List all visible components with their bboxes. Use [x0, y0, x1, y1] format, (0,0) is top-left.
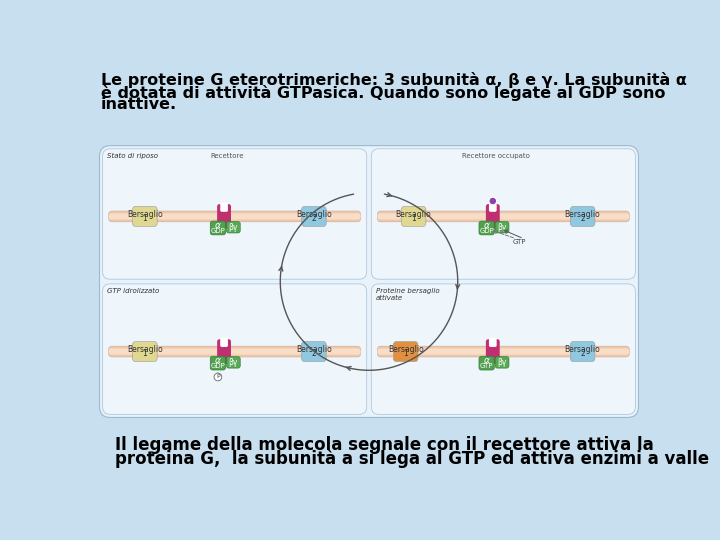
FancyBboxPatch shape — [210, 221, 225, 235]
Text: GTP idrolizzato: GTP idrolizzato — [107, 288, 159, 294]
FancyBboxPatch shape — [132, 342, 157, 362]
FancyBboxPatch shape — [377, 211, 629, 222]
FancyBboxPatch shape — [570, 342, 595, 362]
FancyBboxPatch shape — [302, 206, 326, 226]
Text: GDP: GDP — [210, 228, 225, 234]
FancyBboxPatch shape — [393, 342, 418, 362]
Text: Bersaglio: Bersaglio — [396, 210, 431, 219]
Text: 1: 1 — [143, 214, 147, 223]
Text: α: α — [484, 356, 490, 365]
FancyBboxPatch shape — [377, 213, 629, 219]
Text: 2: 2 — [312, 214, 316, 223]
Text: GTP: GTP — [480, 363, 493, 369]
FancyBboxPatch shape — [495, 356, 509, 368]
FancyBboxPatch shape — [495, 221, 509, 233]
FancyBboxPatch shape — [377, 348, 629, 355]
FancyBboxPatch shape — [401, 206, 426, 226]
Text: inattive.: inattive. — [101, 97, 177, 112]
FancyBboxPatch shape — [99, 146, 639, 417]
Text: GDP: GDP — [210, 363, 225, 369]
Text: 1: 1 — [411, 214, 416, 223]
Text: Bersaglio: Bersaglio — [388, 345, 423, 354]
Circle shape — [489, 197, 497, 205]
Text: βγ: βγ — [229, 222, 238, 232]
FancyBboxPatch shape — [109, 211, 361, 222]
FancyBboxPatch shape — [372, 148, 636, 279]
FancyBboxPatch shape — [486, 204, 500, 229]
Text: Bersaglio: Bersaglio — [296, 210, 332, 219]
Text: proteina G,  la subunità a si lega al GTP ed attiva enzimi a valle: proteina G, la subunità a si lega al GTP… — [115, 449, 709, 468]
Text: Recettore: Recettore — [210, 153, 243, 159]
FancyBboxPatch shape — [109, 348, 361, 355]
Text: 1: 1 — [403, 349, 408, 359]
FancyBboxPatch shape — [109, 346, 361, 357]
Text: βγ: βγ — [229, 358, 238, 367]
Text: Bersaglio: Bersaglio — [127, 210, 163, 219]
Text: α: α — [215, 356, 221, 365]
FancyBboxPatch shape — [109, 213, 361, 219]
Text: α: α — [215, 221, 221, 230]
Text: 2: 2 — [580, 349, 585, 359]
FancyBboxPatch shape — [479, 221, 495, 235]
Text: Bersaglio: Bersaglio — [127, 345, 163, 354]
FancyBboxPatch shape — [377, 346, 629, 357]
Text: Le proteine G eterotrimeriche: 3 subunità α, β e γ. La subunità α: Le proteine G eterotrimeriche: 3 subunit… — [101, 72, 687, 89]
FancyBboxPatch shape — [486, 339, 500, 364]
FancyBboxPatch shape — [489, 202, 497, 212]
FancyBboxPatch shape — [489, 338, 497, 347]
FancyBboxPatch shape — [210, 356, 225, 370]
Text: GDP: GDP — [480, 228, 494, 234]
Text: GTP: GTP — [513, 239, 526, 245]
Text: Bersaglio: Bersaglio — [296, 345, 332, 354]
Text: Proteine bersaglio
attivate: Proteine bersaglio attivate — [376, 288, 439, 301]
Text: Stato di riposo: Stato di riposo — [107, 153, 158, 159]
FancyBboxPatch shape — [372, 284, 636, 414]
FancyBboxPatch shape — [226, 356, 240, 368]
FancyBboxPatch shape — [226, 221, 240, 233]
FancyBboxPatch shape — [220, 202, 228, 212]
FancyBboxPatch shape — [302, 342, 326, 362]
Text: P: P — [216, 374, 220, 380]
FancyBboxPatch shape — [102, 284, 366, 414]
Text: α: α — [484, 221, 490, 230]
Circle shape — [214, 373, 222, 381]
FancyBboxPatch shape — [132, 206, 157, 226]
FancyBboxPatch shape — [479, 356, 495, 370]
FancyBboxPatch shape — [217, 339, 231, 364]
Text: βγ: βγ — [498, 358, 507, 367]
Text: 1: 1 — [143, 349, 147, 359]
Text: Bersaglio: Bersaglio — [564, 210, 600, 219]
FancyBboxPatch shape — [220, 338, 228, 347]
Text: è dotata di attività GTPasica. Quando sono legate al GDP sono: è dotata di attività GTPasica. Quando so… — [101, 85, 665, 101]
FancyBboxPatch shape — [570, 206, 595, 226]
Text: Bersaglio: Bersaglio — [564, 345, 600, 354]
Text: 2: 2 — [580, 214, 585, 223]
FancyBboxPatch shape — [102, 148, 366, 279]
Text: βγ: βγ — [498, 222, 507, 232]
FancyBboxPatch shape — [217, 204, 231, 229]
Text: Il legame della molecola segnale con il recettore attiva la: Il legame della molecola segnale con il … — [115, 436, 654, 454]
Text: Recettore occupato: Recettore occupato — [462, 153, 529, 159]
Text: 2: 2 — [312, 349, 316, 359]
